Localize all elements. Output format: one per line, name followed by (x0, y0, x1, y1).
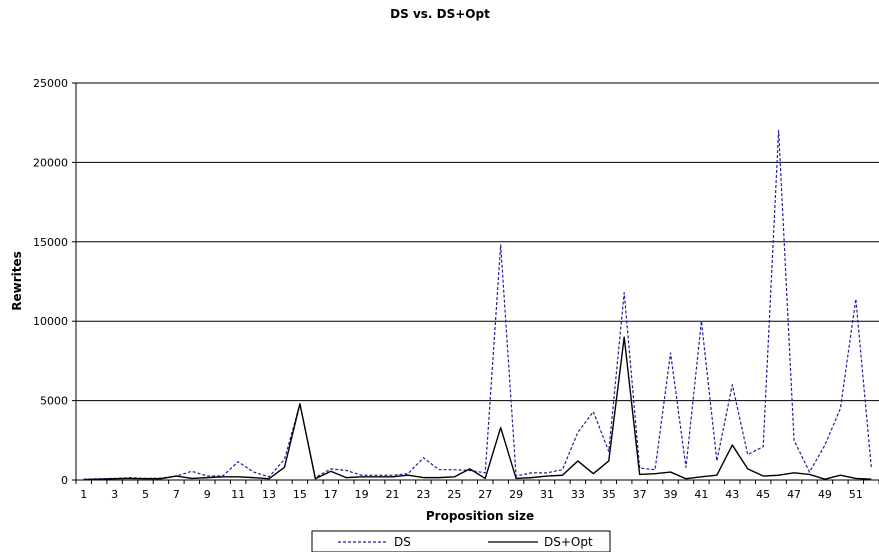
x-tick-label: 45 (756, 488, 770, 501)
x-tick-label: 23 (416, 488, 430, 501)
x-tick-label: 31 (540, 488, 554, 501)
series-lines (83, 130, 872, 481)
plot-area (76, 83, 879, 480)
legend-label: DS (394, 535, 411, 549)
x-tick-label: 5 (142, 488, 149, 501)
x-tick-label: 25 (447, 488, 461, 501)
y-tick-label: 10000 (33, 315, 68, 328)
x-tick-label: 27 (478, 488, 492, 501)
y-tick-label: 20000 (33, 156, 68, 169)
x-tick-label: 15 (293, 488, 307, 501)
x-tick-label: 21 (386, 488, 400, 501)
x-tick-label: 1 (80, 488, 87, 501)
y-axis-label: Rewrites (10, 251, 24, 311)
x-tick-label: 19 (355, 488, 369, 501)
x-tick-label: 41 (694, 488, 708, 501)
x-tick-label: 49 (818, 488, 832, 501)
x-tick-label: 11 (231, 488, 245, 501)
x-tick-label: 51 (849, 488, 863, 501)
y-tick-label: 15000 (33, 236, 68, 249)
x-tick-label: 35 (602, 488, 616, 501)
series-line-ds-opt (83, 336, 872, 481)
x-tick-label: 33 (571, 488, 585, 501)
x-tick-label: 9 (204, 488, 211, 501)
legend-label: DS+Opt (544, 535, 593, 549)
x-tick-label: 39 (664, 488, 678, 501)
x-tick-label: 3 (111, 488, 118, 501)
x-tick-label: 43 (725, 488, 739, 501)
x-tick-label: 17 (324, 488, 338, 501)
gridlines (76, 82, 879, 402)
chart-title: DS vs. DS+Opt (390, 7, 490, 21)
x-tick-label: 29 (509, 488, 523, 501)
y-tick-label: 0 (61, 474, 68, 487)
y-tick-label: 25000 (33, 77, 68, 90)
series-line-ds (83, 130, 872, 480)
x-tick-label: 47 (787, 488, 801, 501)
x-tick-label: 13 (262, 488, 276, 501)
legend: DS DS+Opt (311, 530, 611, 553)
x-tick-label: 37 (633, 488, 647, 501)
x-tick-label: 7 (173, 488, 180, 501)
y-tick-label: 5000 (40, 395, 68, 408)
x-axis-label: Proposition size (426, 509, 534, 523)
